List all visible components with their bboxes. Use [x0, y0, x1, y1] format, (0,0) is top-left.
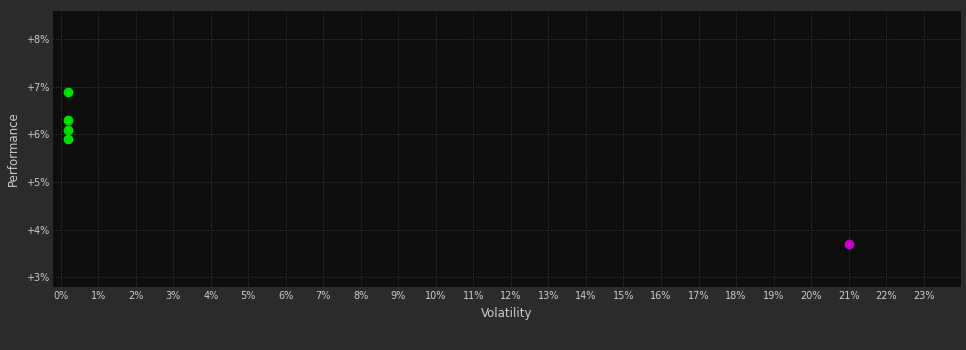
Point [61, 89, 76, 95]
Point [840, 241, 856, 247]
Point [61, 127, 76, 133]
Y-axis label: Performance: Performance [7, 111, 20, 186]
Point [61, 136, 76, 142]
X-axis label: Volatility: Volatility [481, 307, 533, 320]
Point [61, 117, 76, 123]
